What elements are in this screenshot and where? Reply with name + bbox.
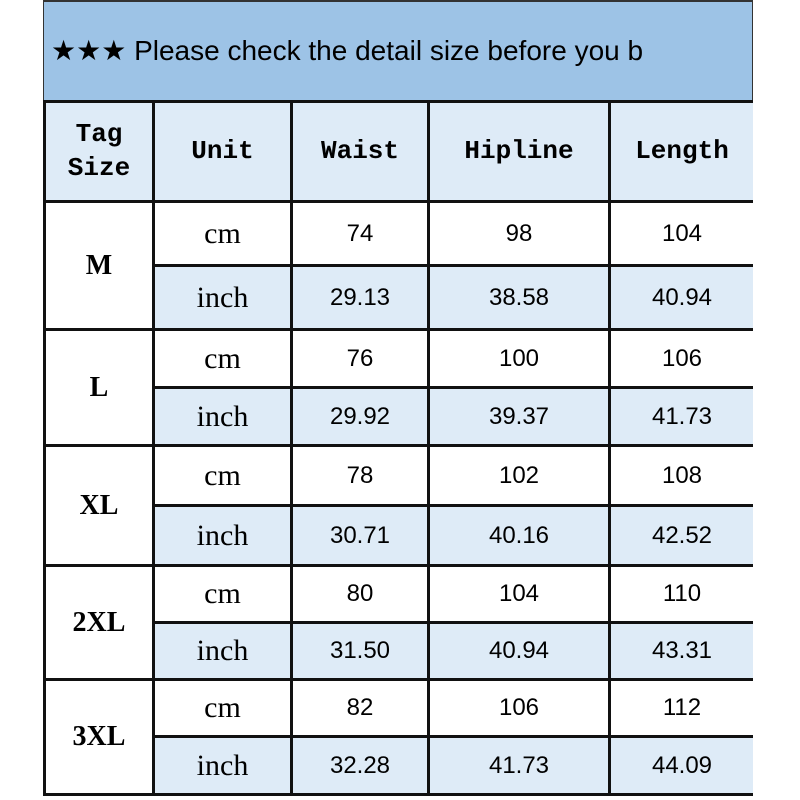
unit-cell: inch (152, 735, 293, 796)
header-unit: Unit (152, 100, 293, 203)
unit-cell: inch (152, 504, 293, 567)
length-cell: 40.94 (608, 264, 753, 331)
length-cell: 41.73 (608, 386, 753, 447)
hipline-cell: 100 (427, 328, 611, 389)
hipline-cell: 98 (427, 200, 611, 267)
notice-text: ★★★ Please check the detail size before … (51, 35, 644, 66)
table-row: 3XL cm 82 106 112 (43, 678, 753, 796)
length-cell: 104 (608, 200, 753, 267)
tag-size-cell: XL (43, 444, 155, 567)
waist-cell: 29.92 (290, 386, 430, 447)
waist-cell: 76 (290, 328, 430, 389)
table-row: 2XL cm 80 104 110 (43, 564, 753, 681)
table-row: inch 29.13 38.58 40.94 (45, 264, 753, 331)
length-cell: 42.52 (608, 504, 753, 567)
waist-cell: 31.50 (290, 621, 430, 681)
table-row: XL cm 78 102 108 (43, 444, 753, 567)
length-cell: 108 (608, 444, 753, 507)
unit-cell: cm (152, 564, 293, 624)
tag-size-cell: L (43, 328, 155, 447)
hipline-cell: 102 (427, 444, 611, 507)
table-row: inch 29.92 39.37 41.73 (45, 386, 753, 447)
hipline-cell: 39.37 (427, 386, 611, 447)
table-row: inch 30.71 40.16 42.52 (45, 504, 753, 567)
table-row: inch 32.28 41.73 44.09 (45, 735, 753, 796)
waist-cell: 32.28 (290, 735, 430, 796)
hipline-cell: 40.16 (427, 504, 611, 567)
length-cell: 110 (608, 564, 753, 624)
unit-cell: cm (152, 328, 293, 389)
tag-size-cell: 2XL (43, 564, 155, 681)
tag-size-cell: M (43, 200, 155, 331)
length-cell: 106 (608, 328, 753, 389)
hipline-cell: 38.58 (427, 264, 611, 331)
header-row: Tag Size Unit Waist Hipline Length (43, 100, 753, 203)
length-cell: 112 (608, 678, 753, 738)
hipline-cell: 106 (427, 678, 611, 738)
header-hipline: Hipline (427, 100, 611, 203)
waist-cell: 80 (290, 564, 430, 624)
notice-banner: ★★★ Please check the detail size before … (43, 0, 753, 103)
waist-cell: 78 (290, 444, 430, 507)
unit-cell: inch (152, 386, 293, 447)
length-cell: 44.09 (608, 735, 753, 796)
tag-size-cell: 3XL (43, 678, 155, 796)
unit-cell: inch (152, 264, 293, 331)
waist-cell: 82 (290, 678, 430, 738)
unit-cell: cm (152, 678, 293, 738)
table-row: inch 31.50 40.94 43.31 (45, 621, 753, 681)
hipline-cell: 40.94 (427, 621, 611, 681)
header-waist: Waist (290, 100, 430, 203)
unit-cell: cm (152, 444, 293, 507)
waist-cell: 29.13 (290, 264, 430, 331)
length-cell: 43.31 (608, 621, 753, 681)
size-chart: ★★★ Please check the detail size before … (43, 0, 753, 800)
hipline-cell: 41.73 (427, 735, 611, 796)
waist-cell: 30.71 (290, 504, 430, 567)
header-length: Length (608, 100, 753, 203)
unit-cell: inch (152, 621, 293, 681)
header-tag-size: Tag Size (43, 100, 155, 203)
unit-cell: cm (152, 200, 293, 267)
waist-cell: 74 (290, 200, 430, 267)
hipline-cell: 104 (427, 564, 611, 624)
